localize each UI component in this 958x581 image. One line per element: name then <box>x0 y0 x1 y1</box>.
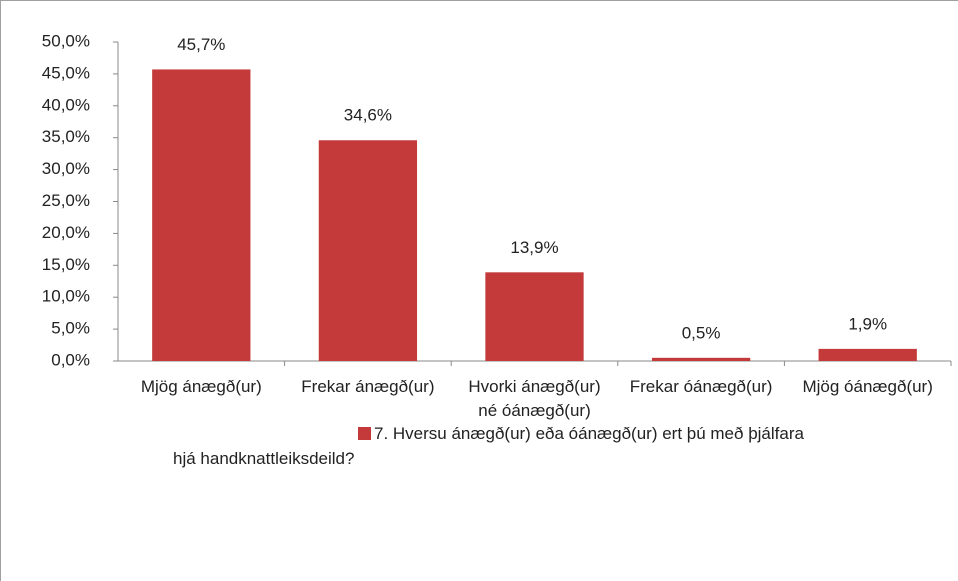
bar <box>818 348 917 361</box>
y-tick-label: 20,0% <box>42 223 90 242</box>
legend-label: 7. Hversu ánægð(ur) eða óánægð(ur) ert þ… <box>173 424 804 468</box>
y-tick-label: 45,0% <box>42 63 90 82</box>
y-tick-label: 5,0% <box>51 319 90 338</box>
data-label: 13,9% <box>510 238 558 257</box>
bar <box>318 140 418 361</box>
data-label: 1,9% <box>848 314 887 333</box>
y-tick-label: 30,0% <box>42 159 90 178</box>
bar <box>651 357 751 361</box>
data-label: 45,7% <box>177 35 225 54</box>
x-tick-label: Hvorki ánægð(ur) né óánægð(ur) <box>468 377 601 420</box>
x-tick-label: Frekar ánægð(ur) <box>301 377 435 396</box>
y-tick-label: 0,0% <box>51 350 90 369</box>
legend: 7. Hversu ánægð(ur) eða óánægð(ur) ert þ… <box>173 421 813 471</box>
y-tick-label: 15,0% <box>42 255 90 274</box>
y-tick-label: 10,0% <box>42 287 90 306</box>
x-tick-label: Frekar óánægð(ur) <box>629 377 773 396</box>
y-tick-label: 35,0% <box>42 127 90 146</box>
bar <box>485 272 584 361</box>
legend-swatch <box>358 427 371 440</box>
y-tick-label: 40,0% <box>42 95 90 114</box>
data-label: 0,5% <box>682 323 721 342</box>
data-label: 34,6% <box>344 106 392 125</box>
x-tick-label: Mjög ánægð(ur) <box>140 377 262 396</box>
y-tick-label: 25,0% <box>42 191 90 210</box>
x-tick-label: Mjög óánægð(ur) <box>802 377 933 396</box>
bar <box>152 69 251 362</box>
y-tick-label: 50,0% <box>42 31 90 50</box>
